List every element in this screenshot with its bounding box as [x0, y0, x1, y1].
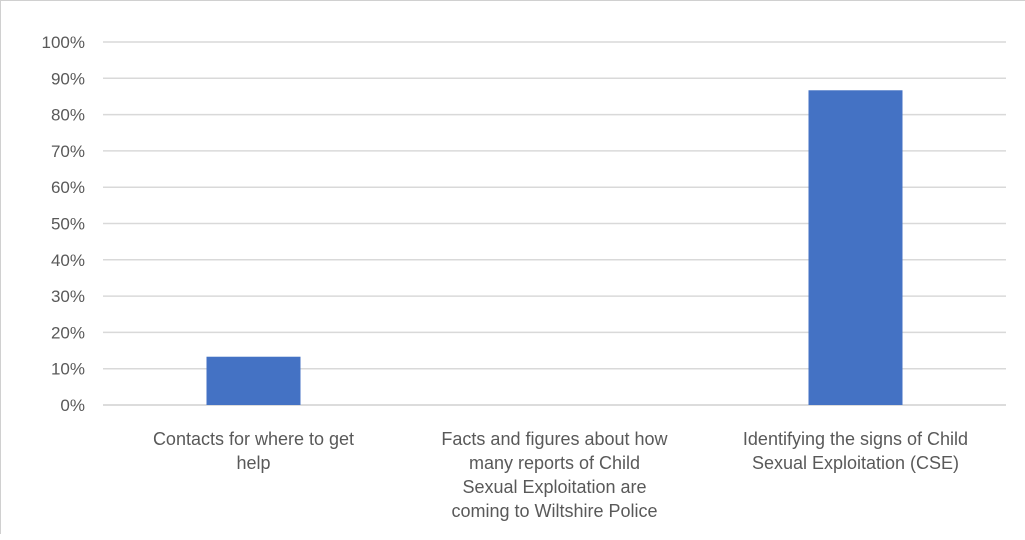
- y-tick-label: 80%: [51, 106, 85, 125]
- bars: [207, 90, 903, 405]
- y-tick-label: 30%: [51, 287, 85, 306]
- y-tick-label: 60%: [51, 178, 85, 197]
- y-axis-ticks: 0% 10% 20% 30% 40% 50% 60% 70% 80% 90% 100%: [42, 33, 85, 415]
- bar: [809, 90, 903, 405]
- x-category-label: Identifying the signs of Child Sexual Exp…: [743, 429, 968, 473]
- x-category-label: Facts and figures about how many reports …: [441, 429, 668, 521]
- y-tick-label: 100%: [42, 33, 85, 52]
- y-tick-label: 90%: [51, 69, 85, 88]
- y-tick-label: 10%: [51, 360, 85, 379]
- y-tick-label: 50%: [51, 215, 85, 234]
- y-tick-label: 40%: [51, 251, 85, 270]
- y-tick-label: 70%: [51, 142, 85, 161]
- x-category-label: Contacts for where to get help: [153, 429, 354, 473]
- x-axis-category-labels: Contacts for where to get help Facts and f…: [153, 429, 968, 521]
- y-tick-label: 20%: [51, 323, 85, 342]
- bar: [207, 357, 301, 405]
- y-tick-label: 0%: [60, 396, 85, 415]
